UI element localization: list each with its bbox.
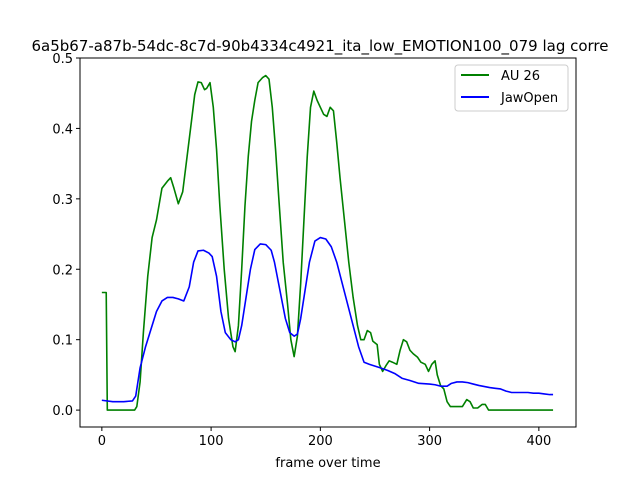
axes-frame: [79, 57, 577, 428]
x-tick-label: 0: [98, 434, 106, 449]
y-tick-label: 0.4: [52, 122, 73, 137]
series-line-jawopen: [101, 236, 554, 403]
x-tick-label: 300: [417, 434, 442, 449]
x-tick-label: 100: [199, 434, 224, 449]
series-line-au26: [101, 74, 554, 411]
x-axis-label: frame over time: [275, 456, 380, 471]
legend-label-jawopen: JawOpen: [500, 91, 558, 106]
legend-label-au26: AU 26: [501, 69, 540, 84]
plot-area: [101, 74, 554, 411]
y-tick-label: 0.1: [52, 334, 73, 349]
legend-box: [454, 64, 569, 112]
axis-ticks: 0 100 200 300 400 0.0 0.1 0.2 0.3 0.4 0.5: [52, 52, 551, 449]
y-tick-label: 0.2: [52, 263, 73, 278]
x-tick-label: 200: [308, 434, 333, 449]
x-tick-label: 400: [526, 434, 551, 449]
chart-title: 6a5b67-a87b-54dc-8c7d-90b4334c4921_ita_l…: [31, 37, 608, 56]
y-tick-label: 0.5: [52, 52, 73, 67]
y-tick-label: 0.3: [52, 193, 73, 208]
legend: AU 26 JawOpen: [454, 64, 569, 112]
y-tick-label: 0.0: [52, 404, 73, 419]
